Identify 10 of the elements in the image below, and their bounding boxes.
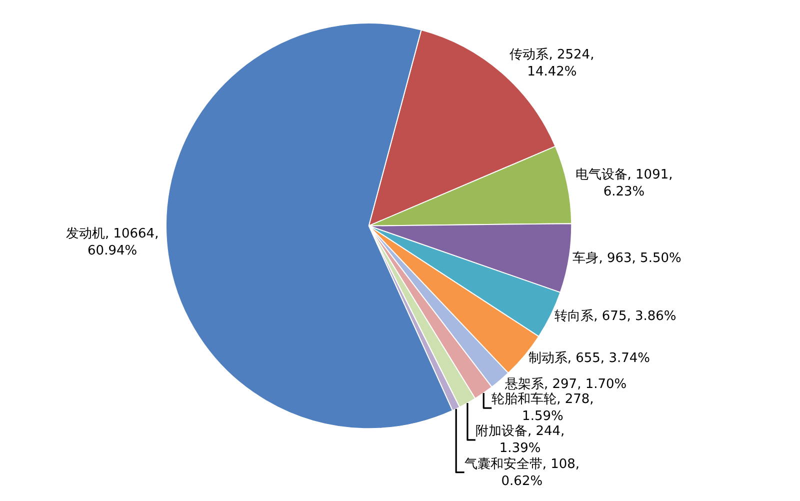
slice-label: 转向系, 675, 3.86% xyxy=(554,309,676,324)
slice-label: 传动系, 2524, 14.42% xyxy=(510,48,594,80)
slice-label: 电气设备, 1091, 6.23% xyxy=(575,168,673,200)
slice-label: 附加设备, 244, 1.39% xyxy=(475,424,565,456)
slice-label: 轮胎和车轮, 278, 1.59% xyxy=(492,392,594,424)
slice-label: 制动系, 655, 3.74% xyxy=(528,351,650,366)
slice-label: 悬架系, 297, 1.70% xyxy=(504,377,627,392)
slice-label: 发动机, 10664, 60.94% xyxy=(66,226,159,258)
slice-label: 气囊和安全带, 108, 0.62% xyxy=(464,456,580,489)
slice-label: 车身, 963, 5.50% xyxy=(572,251,682,266)
